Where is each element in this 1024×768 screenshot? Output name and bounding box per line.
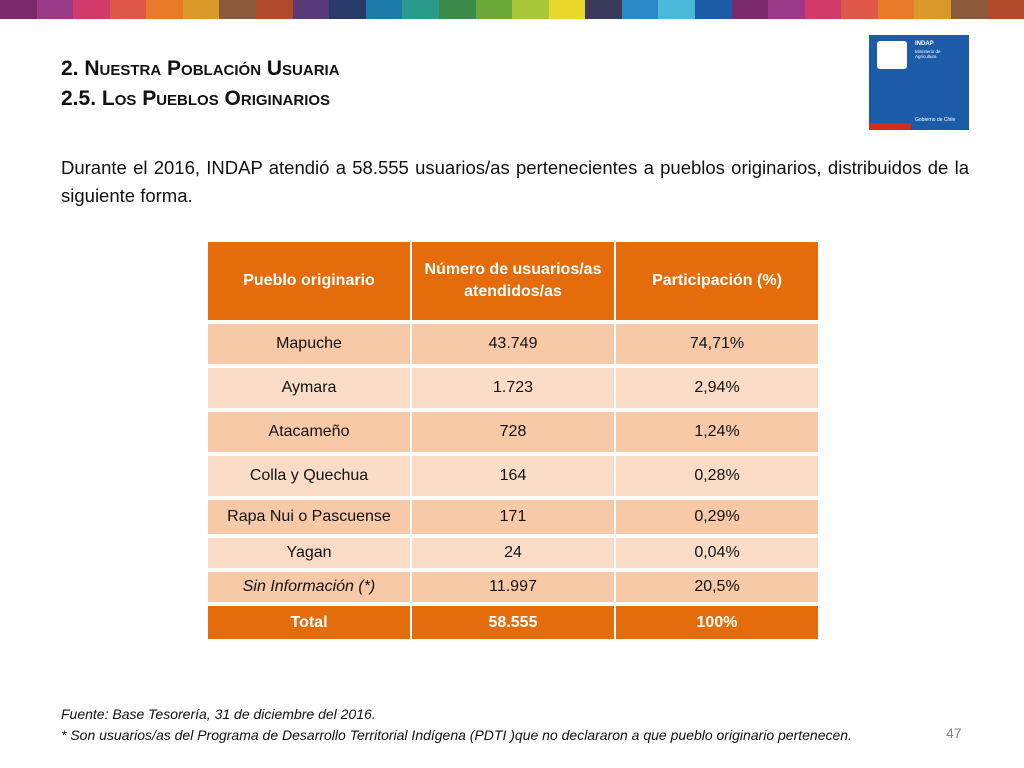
table-row: Sin Información (*) 11.997 20,5%: [208, 572, 818, 602]
logo-government: Gobierno de Chile: [915, 117, 956, 123]
table-row: Pueblo originario Número de usuarios/as a…: [208, 242, 818, 320]
logo-ministry: Ministerio de Agricultura: [915, 49, 941, 59]
stripe-block: [621, 0, 659, 19]
table-cell: Rapa Nui o Pascuense: [208, 500, 410, 534]
stripe-block: [219, 0, 257, 19]
table-cell: 1,24%: [616, 412, 818, 452]
table-row: Colla y Quechua 164 0,28%: [208, 456, 818, 496]
stripe-block: [548, 0, 586, 19]
logo-shield: [877, 41, 907, 69]
footnote: Fuente: Base Tesorería, 31 de diciembre …: [61, 706, 376, 722]
table-cell: Participación (%): [616, 242, 818, 320]
table-cell: Aymara: [208, 368, 410, 408]
table-cell: 24: [412, 538, 614, 568]
stripe-block: [292, 0, 330, 19]
stripe-block: [804, 0, 842, 19]
table-row: Total 58.555 100%: [208, 606, 818, 639]
logo-red-bar: [869, 123, 911, 130]
table-cell: 0,04%: [616, 538, 818, 568]
table-cell: 74,71%: [616, 324, 818, 364]
stripe-block: [0, 0, 37, 19]
table-row: Atacameño 728 1,24%: [208, 412, 818, 452]
table-cell: 0,29%: [616, 500, 818, 534]
table-cell: 171: [412, 500, 614, 534]
table-cell: Total: [208, 606, 410, 639]
table-cell: Sin Información (*): [208, 572, 410, 602]
table-cell: 164: [412, 456, 614, 496]
stripe-block: [877, 0, 915, 19]
stripe-block: [658, 0, 695, 19]
color-stripe: [0, 0, 1024, 19]
stripe-block: [512, 0, 549, 19]
stripe-block: [73, 0, 110, 19]
table-cell: 1.723: [412, 368, 614, 408]
table-cell: Atacameño: [208, 412, 410, 452]
stripe-block: [256, 0, 293, 19]
data-table: Pueblo originario Número de usuarios/as a…: [206, 238, 820, 643]
stripe-block: [841, 0, 878, 19]
table-cell: 100%: [616, 606, 818, 639]
table-cell: 43.749: [412, 324, 614, 364]
footnote: * Son usuarios/as del Programa de Desarr…: [61, 727, 852, 743]
table-cell: Colla y Quechua: [208, 456, 410, 496]
table-cell: 2,94%: [616, 368, 818, 408]
intro-text: Durante el 2016, INDAP atendió a 58.555 …: [61, 157, 969, 206]
table-cell: Número de usuarios/as atendidos/as: [412, 242, 614, 320]
table-row: Rapa Nui o Pascuense 171 0,29%: [208, 500, 818, 534]
footnotes: Fuente: Base Tesorería, 31 de diciembre …: [61, 704, 852, 746]
title: 2. Nuestra Población Usuaria: [61, 57, 340, 80]
table-cell: 58.555: [412, 606, 614, 639]
stripe-block: [402, 0, 439, 19]
table-cell: Yagan: [208, 538, 410, 568]
stripe-block: [951, 0, 988, 19]
table-row: Aymara 1.723 2,94%: [208, 368, 818, 408]
logo: INDAP Ministerio de Agricultura Gobierno…: [869, 35, 969, 130]
table-row: Mapuche 43.749 74,71%: [208, 324, 818, 364]
stripe-block: [365, 0, 403, 19]
table-cell: 20,5%: [616, 572, 818, 602]
table-cell: Pueblo originario: [208, 242, 410, 320]
subtitle: 2.5. Los Pueblos Originarios: [61, 87, 331, 110]
stripe-block: [768, 0, 805, 19]
table-cell: 0,28%: [616, 456, 818, 496]
stripe-block: [146, 0, 183, 19]
logo-name: INDAP: [915, 41, 934, 47]
page-number: 47: [946, 725, 962, 741]
stripe-block: [329, 0, 366, 19]
stripe-block: [182, 0, 220, 19]
stripe-block: [987, 0, 1024, 19]
stripe-block: [438, 0, 476, 19]
stripe-block: [475, 0, 513, 19]
stripe-block: [731, 0, 769, 19]
stripe-block: [585, 0, 622, 19]
stripe-block: [694, 0, 732, 19]
stripe-block: [109, 0, 147, 19]
table-row: Yagan 24 0,04%: [208, 538, 818, 568]
stripe-block: [914, 0, 952, 19]
table-cell: 11.997: [412, 572, 614, 602]
table-cell: 728: [412, 412, 614, 452]
stripe-block: [36, 0, 74, 19]
table-cell: Mapuche: [208, 324, 410, 364]
